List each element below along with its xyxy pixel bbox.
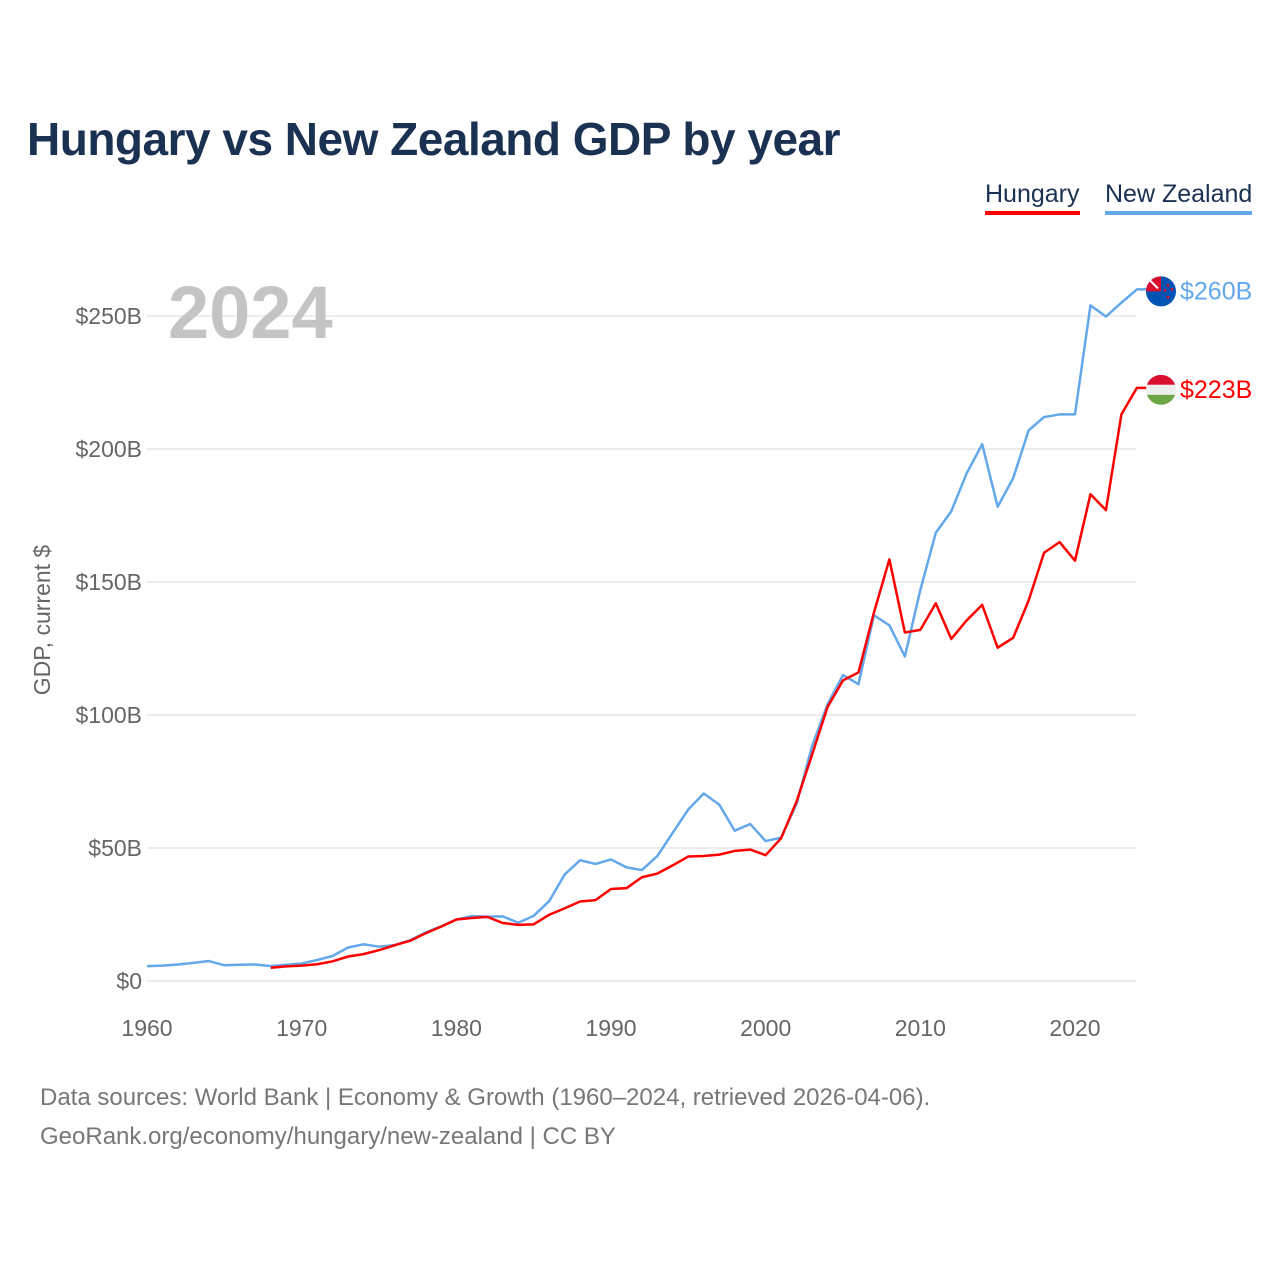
y-tick-label: $100B bbox=[75, 702, 142, 728]
hungary-flag-icon bbox=[1146, 374, 1176, 405]
end-value-label-hungary: $223B bbox=[1180, 376, 1252, 404]
y-axis-label: GDP, current $ bbox=[29, 545, 55, 696]
new-zealand-flag-icon bbox=[1146, 276, 1176, 307]
x-tick-label: 1960 bbox=[121, 1015, 172, 1041]
year-label: 2024 bbox=[168, 271, 333, 354]
x-tick-label: 1990 bbox=[585, 1015, 636, 1041]
end-value-label-new-zealand: $260B bbox=[1180, 277, 1252, 305]
chart-title: Hungary vs New Zealand GDP by year bbox=[27, 113, 841, 165]
flag-stripe-white bbox=[1146, 384, 1176, 395]
flag-star bbox=[1166, 284, 1170, 287]
legend-hungary[interactable]: Hungary bbox=[985, 180, 1080, 215]
flag-stripe-red bbox=[1146, 374, 1176, 385]
y-tick-label: $50B bbox=[88, 835, 142, 861]
flag-cross bbox=[1148, 278, 1159, 290]
x-tick-label: 1970 bbox=[276, 1015, 327, 1041]
flag-stripe-green bbox=[1146, 394, 1176, 405]
y-tick-label: $250B bbox=[75, 303, 142, 329]
flag-star bbox=[1166, 296, 1170, 299]
series-line-hungary bbox=[270, 386, 1150, 969]
legend-new-zealand[interactable]: New Zealand bbox=[1105, 180, 1253, 215]
flag-star bbox=[1163, 289, 1167, 292]
source-link[interactable]: GeoRank.org/economy/hungary/new-zealand … bbox=[40, 1123, 616, 1150]
x-tick-label: 1980 bbox=[431, 1015, 482, 1041]
y-tick-label: $150B bbox=[75, 569, 142, 595]
x-tick-label: 2010 bbox=[895, 1015, 946, 1041]
source-note: Data sources: World Bank | Economy & Gro… bbox=[40, 1084, 931, 1111]
y-tick-label: $200B bbox=[75, 436, 142, 462]
x-tick-label: 2000 bbox=[740, 1015, 791, 1041]
x-tick-label: 2020 bbox=[1049, 1015, 1100, 1041]
series-line-new-zealand bbox=[146, 288, 1150, 968]
y-tick-label: $0 bbox=[116, 968, 142, 994]
flag-star bbox=[1170, 288, 1174, 291]
